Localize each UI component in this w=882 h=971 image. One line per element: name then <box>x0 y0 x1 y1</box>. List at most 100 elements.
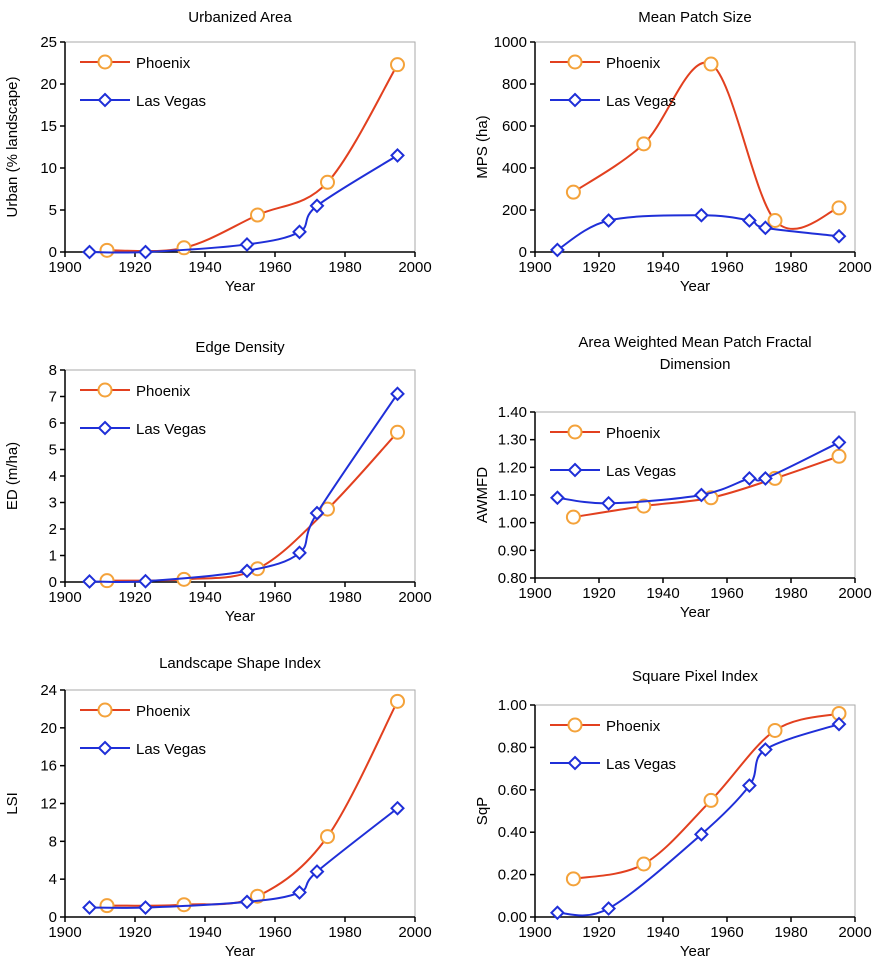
data-point <box>549 242 565 258</box>
y-tick-label: 600 <box>502 118 527 135</box>
legend-label: Las Vegas <box>606 756 676 773</box>
legend-label: Las Vegas <box>136 421 206 438</box>
data-point <box>390 386 405 402</box>
y-tick-label: 0.80 <box>498 570 527 587</box>
data-point <box>831 435 847 450</box>
x-tick-label: 2000 <box>838 924 871 941</box>
legend-label: Phoenix <box>136 55 191 72</box>
x-tick-label: 1940 <box>646 259 679 276</box>
series-line <box>557 723 840 917</box>
x-tick-label: 1920 <box>118 589 151 606</box>
y-tick-label: 1.40 <box>498 404 527 421</box>
y-tick-label: 1000 <box>494 34 527 51</box>
y-tick-label: 0.20 <box>498 867 527 884</box>
y-tick-label: 800 <box>502 76 527 93</box>
data-point <box>390 800 405 816</box>
legend-label: Phoenix <box>606 718 661 735</box>
chart-title: Edge Density <box>195 339 285 356</box>
y-tick-label: 0 <box>519 244 527 261</box>
data-point <box>565 184 581 200</box>
x-tick-label: 1900 <box>518 259 551 276</box>
x-tick-label: 1920 <box>582 585 615 602</box>
x-tick-label: 1980 <box>774 924 807 941</box>
data-point <box>831 448 847 464</box>
legend-marker <box>97 382 113 398</box>
legend-marker <box>567 424 583 440</box>
x-tick-label: 2000 <box>838 259 871 276</box>
data-point <box>309 864 325 880</box>
y-axis-label: LSI <box>4 792 21 815</box>
y-tick-label: 0.90 <box>498 542 527 559</box>
data-point <box>390 57 405 73</box>
data-point <box>390 693 405 709</box>
x-tick-label: 1900 <box>48 589 81 606</box>
data-point <box>831 228 847 244</box>
chart-title: Landscape Shape Index <box>159 655 321 672</box>
x-axis-label: Year <box>680 278 710 295</box>
series-line <box>106 431 399 582</box>
x-tick-label: 1940 <box>646 924 679 941</box>
y-axis-label: MPS (ha) <box>474 115 491 178</box>
y-tick-label: 5 <box>49 202 57 219</box>
data-point <box>239 563 255 579</box>
data-point <box>320 174 335 190</box>
data-point <box>99 898 115 914</box>
data-point <box>390 424 405 440</box>
y-tick-label: 0.40 <box>498 824 527 841</box>
data-point <box>239 894 255 910</box>
y-axis-label: AWMFD <box>474 467 491 523</box>
y-tick-label: 0 <box>49 909 57 926</box>
data-point <box>138 900 153 915</box>
legend-label: Phoenix <box>136 703 191 720</box>
data-point <box>82 900 97 915</box>
data-point <box>565 871 581 887</box>
x-tick-label: 1980 <box>774 259 807 276</box>
x-tick-label: 1940 <box>646 585 679 602</box>
y-tick-label: 7 <box>49 389 57 406</box>
data-point <box>176 240 192 256</box>
x-tick-label: 1920 <box>118 924 151 941</box>
x-axis-label: Year <box>225 943 255 960</box>
y-tick-label: 12 <box>40 796 57 813</box>
data-point <box>292 884 307 900</box>
y-tick-label: 10 <box>40 160 57 177</box>
x-tick-label: 1960 <box>710 259 743 276</box>
data-point <box>99 573 115 589</box>
data-point <box>741 470 757 486</box>
y-tick-label: 400 <box>502 160 527 177</box>
y-tick-label: 8 <box>49 362 57 379</box>
series-line <box>106 700 399 907</box>
x-tick-label: 2000 <box>398 924 431 941</box>
legend-label: Phoenix <box>606 55 661 72</box>
data-point <box>601 495 617 511</box>
x-axis-label: Year <box>680 943 710 960</box>
y-tick-label: 1.00 <box>498 697 527 714</box>
plot-frame <box>64 689 416 918</box>
y-tick-label: 16 <box>40 758 57 775</box>
data-point <box>831 716 847 732</box>
data-point <box>741 213 757 228</box>
legend-marker <box>567 717 583 733</box>
data-point <box>757 470 773 486</box>
x-axis-label: Year <box>225 608 255 625</box>
legend-marker <box>567 755 583 771</box>
y-tick-label: 0.60 <box>498 782 527 799</box>
series-line <box>556 214 840 251</box>
series-line <box>89 807 399 909</box>
data-point <box>99 242 115 258</box>
data-point <box>82 244 97 260</box>
y-tick-label: 1.30 <box>498 432 527 449</box>
x-tick-label: 1940 <box>188 259 221 276</box>
data-point <box>601 213 617 228</box>
y-tick-label: 1 <box>49 548 57 565</box>
x-tick-label: 1980 <box>328 924 361 941</box>
data-point <box>601 901 617 916</box>
y-tick-label: 200 <box>502 202 527 219</box>
data-point <box>239 237 255 252</box>
legend-marker <box>567 462 583 478</box>
data-point <box>703 792 719 808</box>
legend-label: Las Vegas <box>606 93 676 110</box>
data-point <box>138 244 153 260</box>
